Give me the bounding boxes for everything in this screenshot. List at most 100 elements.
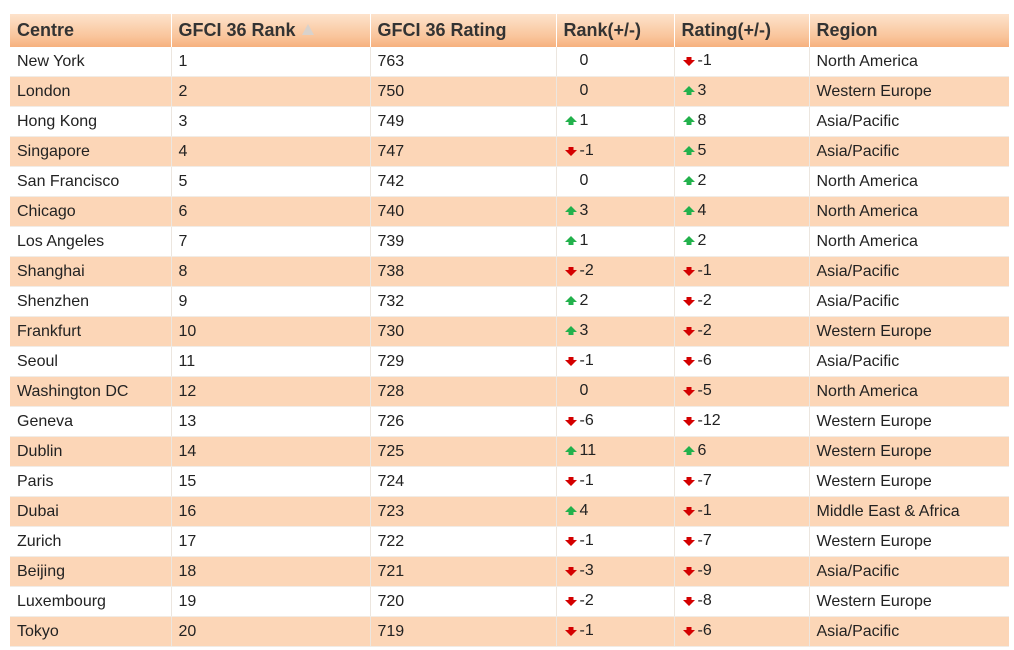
cell-rank: 14 — [171, 436, 371, 467]
rank-change-value: -1 — [564, 472, 594, 490]
cell-rank: 11 — [171, 346, 371, 377]
cell-rank-change: 2 — [556, 286, 675, 317]
column-header-rank[interactable]: GFCI 36 Rank — [171, 14, 371, 47]
arrow-down-icon — [682, 416, 695, 426]
rank-change-text: -1 — [579, 351, 594, 369]
cell-rating: 725 — [370, 436, 557, 467]
rating-change-text: 2 — [697, 231, 707, 249]
cell-centre: Luxembourg — [10, 586, 172, 617]
arrow-down-icon — [682, 566, 695, 576]
cell-rating: 739 — [370, 226, 557, 257]
cell-rating-change: 8 — [674, 106, 810, 137]
table-row[interactable]: Frankfurt 10 730 3 -2 Western Europe — [10, 316, 1009, 347]
rank-change-text: -3 — [579, 561, 594, 579]
rating-change-text: -5 — [697, 381, 712, 399]
cell-rating: 722 — [370, 526, 557, 557]
table-row[interactable]: Seoul 11 729 -1 -6 Asia/Pacific — [10, 346, 1009, 377]
rank-change-value: 0 — [564, 382, 589, 400]
table-row[interactable]: Washington DC 12 728 0 -5 North America — [10, 376, 1009, 407]
cell-centre: Beijing — [10, 556, 172, 587]
arrow-down-icon — [682, 356, 695, 366]
table-row[interactable]: Shenzhen 9 732 2 -2 Asia/Pacific — [10, 286, 1009, 317]
no-change-spacer — [564, 85, 578, 97]
cell-rating-change: 3 — [674, 76, 810, 107]
column-header-label: GFCI 36 Rank — [178, 20, 296, 40]
table-row[interactable]: Hong Kong 3 749 1 8 Asia/Pacific — [10, 106, 1009, 137]
cell-region: Western Europe — [809, 586, 1009, 617]
table-row[interactable]: Chicago 6 740 3 4 North America — [10, 196, 1009, 227]
cell-rating-change: -8 — [674, 586, 810, 617]
rank-change-text: 0 — [579, 51, 589, 69]
arrow-down-icon — [682, 476, 695, 486]
cell-centre: Seoul — [10, 346, 172, 377]
cell-rating: 749 — [370, 106, 557, 137]
column-header-rating-change[interactable]: Rating(+/-) — [674, 14, 810, 47]
rating-change-value: -5 — [682, 382, 712, 400]
cell-rank: 5 — [171, 166, 371, 197]
cell-rating: 724 — [370, 466, 557, 497]
table-row[interactable]: Geneva 13 726 -6 -12 Western Europe — [10, 406, 1009, 437]
table-body: New York 1 763 0 -1 North America London 2 750 0 3… — [10, 47, 1009, 647]
rank-change-text: 4 — [579, 501, 589, 519]
cell-rank-change: 0 — [556, 47, 675, 77]
cell-rating-change: -2 — [674, 286, 810, 317]
table-row[interactable]: Singapore 4 747 -1 5 Asia/Pacific — [10, 136, 1009, 167]
sort-ascending-icon[interactable] — [301, 24, 314, 35]
table-row[interactable]: Tokyo 20 719 -1 -6 Asia/Pacific — [10, 616, 1009, 647]
rank-change-text: 11 — [579, 441, 597, 459]
rank-change-text: -2 — [579, 261, 594, 279]
cell-rank-change: -1 — [556, 136, 675, 167]
rating-change-text: -6 — [697, 351, 712, 369]
rating-change-text: 2 — [697, 171, 707, 189]
table-row[interactable]: New York 1 763 0 -1 North America — [10, 47, 1009, 77]
table-row[interactable]: Shanghai 8 738 -2 -1 Asia/Pacific — [10, 256, 1009, 287]
cell-rating-change: -5 — [674, 376, 810, 407]
cell-rating-change: 2 — [674, 166, 810, 197]
rating-change-text: -8 — [697, 591, 712, 609]
cell-rank: 9 — [171, 286, 371, 317]
rank-change-text: -1 — [579, 531, 594, 549]
arrow-up-icon — [564, 205, 577, 215]
table-row[interactable]: Beijing 18 721 -3 -9 Asia/Pacific — [10, 556, 1009, 587]
rank-change-text: -1 — [579, 621, 594, 639]
column-header-region[interactable]: Region — [809, 14, 1009, 47]
cell-rating: 732 — [370, 286, 557, 317]
column-header-rank-change[interactable]: Rank(+/-) — [556, 14, 675, 47]
column-header-centre[interactable]: Centre — [10, 14, 172, 47]
cell-rank-change: 0 — [556, 76, 675, 107]
cell-rank: 10 — [171, 316, 371, 347]
cell-region: Asia/Pacific — [809, 136, 1009, 167]
arrow-up-icon — [682, 145, 695, 155]
cell-rating: 747 — [370, 136, 557, 167]
cell-rating-change: -6 — [674, 616, 810, 647]
cell-rating-change: -1 — [674, 47, 810, 77]
column-header-rating[interactable]: GFCI 36 Rating — [370, 14, 557, 47]
table-row[interactable]: San Francisco 5 742 0 2 North America — [10, 166, 1009, 197]
cell-rank-change: 3 — [556, 196, 675, 227]
cell-region: Western Europe — [809, 466, 1009, 497]
cell-rank: 4 — [171, 136, 371, 167]
table-row[interactable]: Luxembourg 19 720 -2 -8 Western Europe — [10, 586, 1009, 617]
cell-centre: Geneva — [10, 406, 172, 437]
rating-change-value: -2 — [682, 322, 712, 340]
rank-change-value: -3 — [564, 562, 594, 580]
cell-region: North America — [809, 166, 1009, 197]
cell-rating-change: 4 — [674, 196, 810, 227]
cell-rating-change: -12 — [674, 406, 810, 437]
rating-change-value: -12 — [682, 412, 721, 430]
table-row[interactable]: Dublin 14 725 11 6 Western Europe — [10, 436, 1009, 467]
cell-rank: 3 — [171, 106, 371, 137]
table-row[interactable]: Dubai 16 723 4 -1 Middle East & Africa — [10, 496, 1009, 527]
rating-change-text: -7 — [697, 531, 712, 549]
cell-rank: 6 — [171, 196, 371, 227]
table-row[interactable]: Zurich 17 722 -1 -7 Western Europe — [10, 526, 1009, 557]
cell-region: Western Europe — [809, 316, 1009, 347]
rank-change-value: -1 — [564, 352, 594, 370]
table-row[interactable]: London 2 750 0 3 Western Europe — [10, 76, 1009, 107]
cell-rank: 8 — [171, 256, 371, 287]
arrow-down-icon — [564, 536, 577, 546]
arrow-down-icon — [564, 356, 577, 366]
table-row[interactable]: Los Angeles 7 739 1 2 North America — [10, 226, 1009, 257]
cell-centre: Zurich — [10, 526, 172, 557]
table-row[interactable]: Paris 15 724 -1 -7 Western Europe — [10, 466, 1009, 497]
